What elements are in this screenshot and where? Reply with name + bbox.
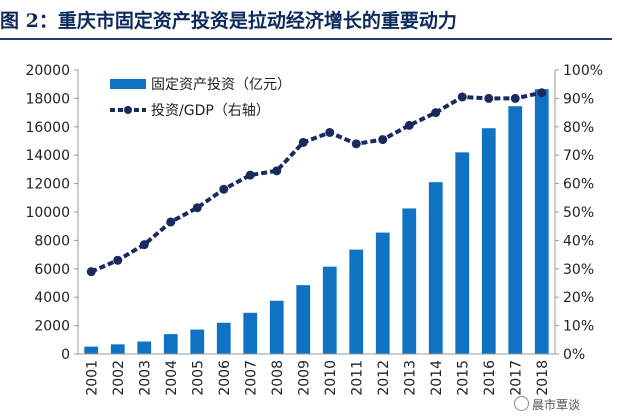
bar bbox=[216, 322, 231, 354]
investment-bars bbox=[84, 89, 549, 355]
bar bbox=[163, 334, 178, 354]
right-tick-label: 20% bbox=[563, 290, 594, 306]
bar bbox=[269, 300, 284, 354]
x-tick-label: 2011 bbox=[349, 360, 365, 396]
legend-bar-swatch bbox=[110, 79, 146, 89]
left-tick-label: 8000 bbox=[34, 233, 70, 249]
x-tick-label: 2005 bbox=[190, 360, 206, 396]
bar bbox=[84, 346, 99, 354]
axes bbox=[77, 70, 556, 355]
ratio-point bbox=[192, 203, 202, 213]
ratio-point bbox=[245, 170, 255, 180]
ratio-point bbox=[113, 255, 123, 265]
x-tick-label: 2001 bbox=[84, 360, 100, 396]
left-tick-label: 2000 bbox=[34, 319, 70, 335]
left-tick-label: 6000 bbox=[34, 262, 70, 278]
right-axis-ticks: 0% 10% 20% 30% 40% 50% 60% 70% 80% 90% 100% bbox=[555, 63, 603, 363]
bar bbox=[190, 329, 205, 354]
ratio-point bbox=[351, 139, 361, 149]
x-tick-label: 2013 bbox=[402, 360, 418, 396]
bar bbox=[243, 312, 258, 354]
bar bbox=[534, 89, 549, 355]
ratio-line-path bbox=[90, 90, 543, 274]
left-tick-label: 20000 bbox=[25, 63, 70, 79]
legend-line-label: 投资/GDP（右轴） bbox=[151, 103, 270, 119]
watermark: 晨市覃谈 bbox=[514, 396, 580, 413]
title-rule bbox=[0, 38, 612, 40]
x-tick-label: 2010 bbox=[323, 360, 339, 396]
left-axis-ticks: 0 2000 4000 6000 8000 10000 12000 14000 16000 180… bbox=[25, 63, 78, 363]
x-tick-label: 2018 bbox=[535, 360, 551, 396]
ratio-point bbox=[219, 184, 229, 194]
left-tick-label: 10000 bbox=[25, 205, 70, 221]
left-tick-label: 18000 bbox=[25, 91, 70, 107]
bar bbox=[481, 128, 496, 354]
ratio-point bbox=[457, 92, 467, 102]
right-tick-label: 30% bbox=[563, 262, 594, 278]
right-tick-label: 90% bbox=[563, 91, 594, 107]
left-tick-label: 14000 bbox=[25, 148, 70, 164]
left-tick-label: 4000 bbox=[34, 290, 70, 306]
x-axis-ticks: 2001 2002 2003 2004 2005 2006 2007 2008 2009 2010… bbox=[84, 360, 551, 396]
x-tick-label: 2009 bbox=[296, 360, 312, 396]
x-tick-label: 2014 bbox=[429, 360, 445, 396]
bar bbox=[349, 249, 364, 354]
left-tick-label: 0 bbox=[61, 347, 70, 363]
x-tick-label: 2008 bbox=[270, 360, 286, 396]
legend: 固定资产投资（亿元） 投资/GDP（右轴） bbox=[110, 77, 291, 119]
bar bbox=[322, 266, 337, 354]
x-tick-label: 2017 bbox=[508, 360, 524, 396]
ratio-point bbox=[537, 88, 547, 98]
ratio-point bbox=[404, 120, 414, 130]
ratio-point bbox=[298, 137, 308, 147]
ratio-point bbox=[166, 217, 176, 227]
ratio-point bbox=[484, 93, 494, 103]
bar bbox=[296, 285, 311, 354]
ratio-line bbox=[86, 88, 547, 277]
legend-line-marker bbox=[124, 106, 132, 114]
figure-title: 图 2：重庆市固定资产投资是拉动经济增长的重要动力 bbox=[0, 10, 457, 32]
wechat-icon bbox=[514, 396, 529, 411]
bar bbox=[137, 341, 152, 354]
left-tick-label: 12000 bbox=[25, 177, 70, 193]
left-tick-label: 16000 bbox=[25, 120, 70, 136]
bar bbox=[402, 208, 417, 354]
right-tick-label: 40% bbox=[563, 233, 594, 249]
right-tick-label: 0% bbox=[563, 347, 585, 363]
x-tick-label: 2002 bbox=[111, 360, 127, 396]
x-tick-label: 2015 bbox=[455, 360, 471, 396]
right-tick-label: 50% bbox=[563, 205, 594, 221]
x-tick-label: 2016 bbox=[482, 360, 498, 396]
ratio-point bbox=[325, 127, 335, 137]
x-tick-label: 2004 bbox=[164, 360, 180, 396]
ratio-point bbox=[378, 135, 388, 145]
x-tick-label: 2012 bbox=[376, 360, 392, 396]
right-tick-label: 100% bbox=[563, 63, 603, 79]
right-tick-label: 60% bbox=[563, 177, 594, 193]
legend-bar-label: 固定资产投资（亿元） bbox=[151, 77, 291, 93]
ratio-point bbox=[272, 166, 282, 176]
bar bbox=[508, 106, 523, 355]
right-tick-label: 10% bbox=[563, 319, 594, 335]
bar bbox=[375, 232, 390, 354]
watermark-text: 晨市覃谈 bbox=[532, 398, 581, 412]
x-tick-label: 2007 bbox=[243, 360, 259, 396]
ratio-point bbox=[139, 240, 149, 250]
bar bbox=[455, 152, 470, 354]
x-tick-label: 2003 bbox=[137, 360, 153, 396]
ratio-point bbox=[86, 267, 96, 277]
bar bbox=[428, 182, 443, 354]
x-tick-label: 2006 bbox=[217, 360, 233, 396]
ratio-point bbox=[431, 108, 441, 118]
ratio-point bbox=[510, 93, 520, 103]
right-tick-label: 80% bbox=[563, 120, 594, 136]
right-tick-label: 70% bbox=[563, 148, 594, 164]
bar bbox=[110, 344, 125, 354]
